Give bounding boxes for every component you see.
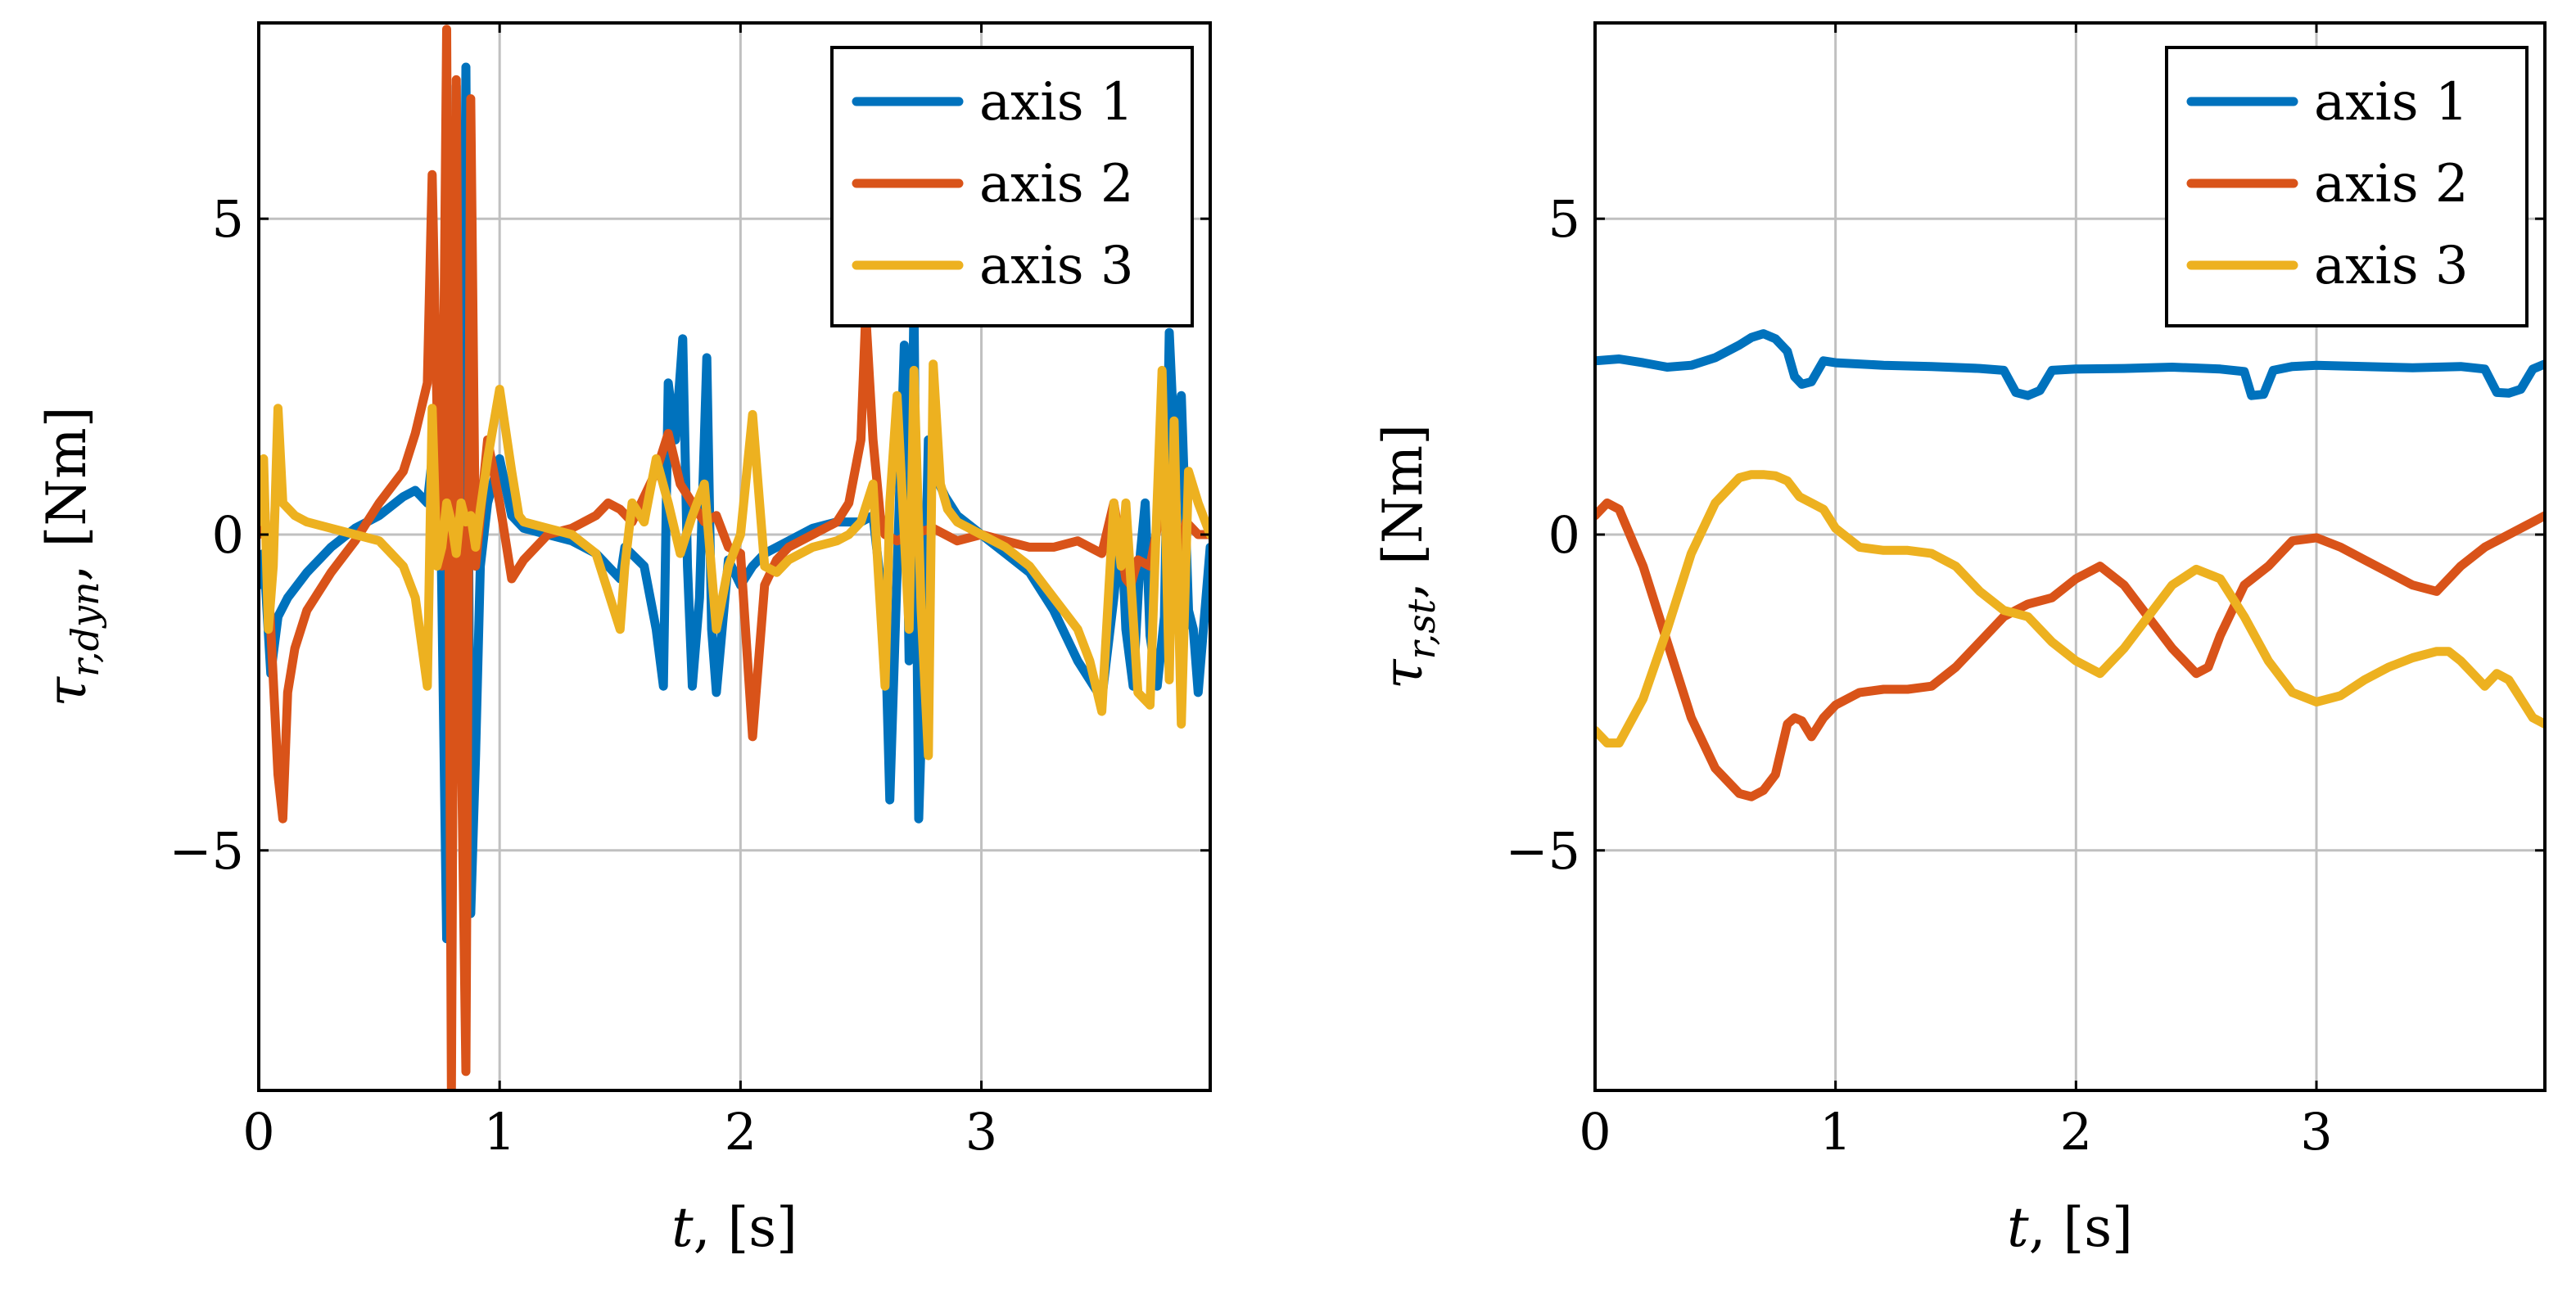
y-axis-label: τr,st, [Nm]	[1372, 424, 1444, 689]
x-tick-label: 0	[242, 1102, 274, 1162]
y-tick-label: −5	[169, 821, 244, 881]
y-tick-label: 0	[1548, 505, 1580, 565]
y-axis-subscript: r,st	[1399, 598, 1444, 659]
y-tick-label: 0	[212, 505, 244, 565]
ticks: 0 1 2 3 −5 0 5	[169, 23, 1210, 1162]
legend: axis 1 axis 2 axis 3	[830, 46, 1194, 327]
series-line-axis-1	[1595, 329, 2545, 400]
series-lines	[259, 25, 1210, 1090]
legend: axis 1 axis 2 axis 3	[2165, 46, 2529, 327]
x-axis-label: t, [s]	[671, 1196, 798, 1259]
legend-label-axis-1: axis 1	[979, 72, 1134, 133]
chart-dynamic-torque: 0 1 2 3−505 t, [s] τr,dyn, [Nm] axis 1axis …	[35, 21, 1212, 1259]
y-axis-subscript: r,dyn	[63, 581, 107, 677]
x-axis-var: t	[671, 1196, 694, 1259]
legend-label-axis-2: axis 2	[979, 154, 1134, 214]
y-tick-label: 5	[1548, 189, 1580, 249]
legend-label-axis-3: axis 3	[979, 236, 1134, 296]
y-tick-label: 5	[212, 189, 244, 249]
y-axis-unit: , [Nm]	[35, 407, 98, 582]
series-line-axis-2	[1595, 498, 2545, 801]
chart-static-torque: 0 1 2 3 −5 0 5 t, [s] τr,st, [Nm] axis 1 axis 2…	[1372, 21, 2547, 1259]
x-axis-var: t	[2007, 1196, 2029, 1259]
x-tick-label: 2	[2060, 1102, 2092, 1162]
y-axis-unit: , [Nm]	[1372, 424, 1435, 599]
x-tick-label: 2	[725, 1102, 757, 1162]
x-axis-label: t, [s]	[2007, 1196, 2133, 1259]
y-tick-label: −5	[1506, 821, 1580, 881]
legend-label-axis-1: axis 1	[2314, 72, 2469, 133]
x-tick-label: 3	[2300, 1102, 2332, 1162]
x-axis-unit: , [s]	[2029, 1196, 2133, 1259]
series-line-axis-2	[259, 25, 1210, 1090]
series-lines	[1595, 329, 2545, 801]
y-axis-var: τ	[1372, 658, 1435, 689]
x-tick-label: 3	[965, 1102, 997, 1162]
x-axis-unit: , [s]	[694, 1196, 798, 1259]
x-tick-label: 0	[1579, 1102, 1611, 1162]
legend-label-axis-3: axis 3	[2314, 236, 2469, 296]
x-tick-label: 1	[1819, 1102, 1851, 1162]
ticks: 0 1 2 3 −5 0 5	[1506, 23, 2545, 1162]
x-tick-label: 1	[483, 1102, 515, 1162]
plot-frame	[1593, 21, 2547, 1092]
series-line-axis-3	[259, 359, 1210, 761]
series-line-axis-3	[1595, 470, 2545, 748]
y-axis-var: τ	[35, 675, 98, 706]
legend-label-axis-2: axis 2	[2314, 154, 2469, 214]
y-axis-label: τr,dyn, [Nm]	[35, 407, 107, 707]
plot-frame	[257, 21, 1212, 1092]
